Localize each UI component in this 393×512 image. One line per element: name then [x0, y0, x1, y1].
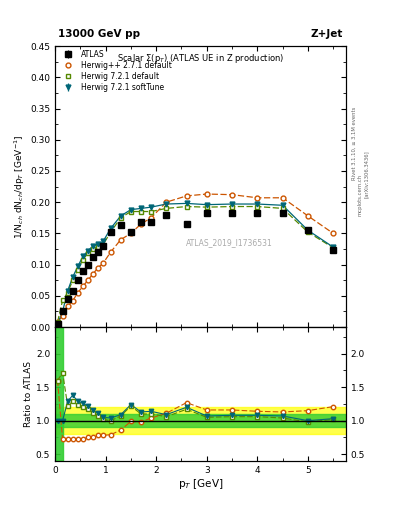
- Text: Z+Jet: Z+Jet: [310, 29, 343, 39]
- Text: Scalar Σ(p$_T$) (ATLAS UE in Z production): Scalar Σ(p$_T$) (ATLAS UE in Z productio…: [117, 52, 284, 65]
- Text: Rivet 3.1.10, ≥ 3.1M events: Rivet 3.1.10, ≥ 3.1M events: [352, 106, 357, 180]
- Y-axis label: Ratio to ATLAS: Ratio to ATLAS: [24, 361, 33, 427]
- Bar: [55, 327, 62, 461]
- X-axis label: p$_T$ [GeV]: p$_T$ [GeV]: [178, 477, 223, 492]
- Bar: [55, 414, 346, 428]
- Text: [arXiv:1306.3436]: [arXiv:1306.3436]: [364, 150, 369, 198]
- Text: mcplots.cern.ch: mcplots.cern.ch: [358, 174, 363, 216]
- Legend: ATLAS, Herwig++ 2.7.1 default, Herwig 7.2.1 default, Herwig 7.2.1 softTune: ATLAS, Herwig++ 2.7.1 default, Herwig 7.…: [57, 48, 173, 93]
- Text: 13000 GeV pp: 13000 GeV pp: [58, 29, 140, 39]
- Bar: [55, 407, 346, 434]
- Text: ATLAS_2019_I1736531: ATLAS_2019_I1736531: [186, 238, 273, 247]
- Y-axis label: 1/N$_{ch}$ dN$_{ch}$/dp$_T$ [GeV$^{-1}$]: 1/N$_{ch}$ dN$_{ch}$/dp$_T$ [GeV$^{-1}$]: [13, 134, 27, 239]
